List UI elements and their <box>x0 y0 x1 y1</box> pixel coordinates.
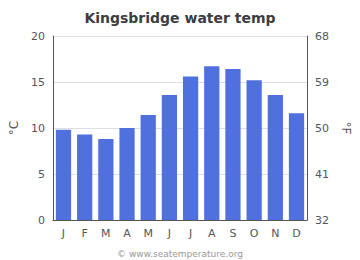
svg-text:D: D <box>292 227 300 240</box>
svg-text:32: 32 <box>315 214 329 227</box>
svg-text:J: J <box>61 227 65 240</box>
svg-text:20: 20 <box>31 30 45 43</box>
svg-text:© www.seatemperature.org: © www.seatemperature.org <box>117 249 243 259</box>
svg-text:41: 41 <box>315 168 329 181</box>
svg-text:M: M <box>101 227 111 240</box>
svg-text:A: A <box>208 227 216 240</box>
svg-text:J: J <box>188 227 192 240</box>
svg-text:15: 15 <box>31 76 45 89</box>
svg-text:0: 0 <box>38 214 45 227</box>
svg-text:M: M <box>143 227 153 240</box>
svg-text:A: A <box>123 227 131 240</box>
svg-text:10: 10 <box>31 122 45 135</box>
svg-text:Kingsbridge water temp: Kingsbridge water temp <box>84 10 275 26</box>
svg-text:50: 50 <box>315 122 329 135</box>
svg-text:F: F <box>82 227 88 240</box>
svg-text:O: O <box>250 227 259 240</box>
svg-text:°F: °F <box>339 122 353 135</box>
svg-text:5: 5 <box>38 168 45 181</box>
svg-text:S: S <box>229 227 236 240</box>
svg-text:J: J <box>167 227 171 240</box>
svg-text:59: 59 <box>315 76 329 89</box>
svg-text:°C: °C <box>7 121 21 135</box>
svg-text:N: N <box>271 227 279 240</box>
svg-text:68: 68 <box>315 30 329 43</box>
